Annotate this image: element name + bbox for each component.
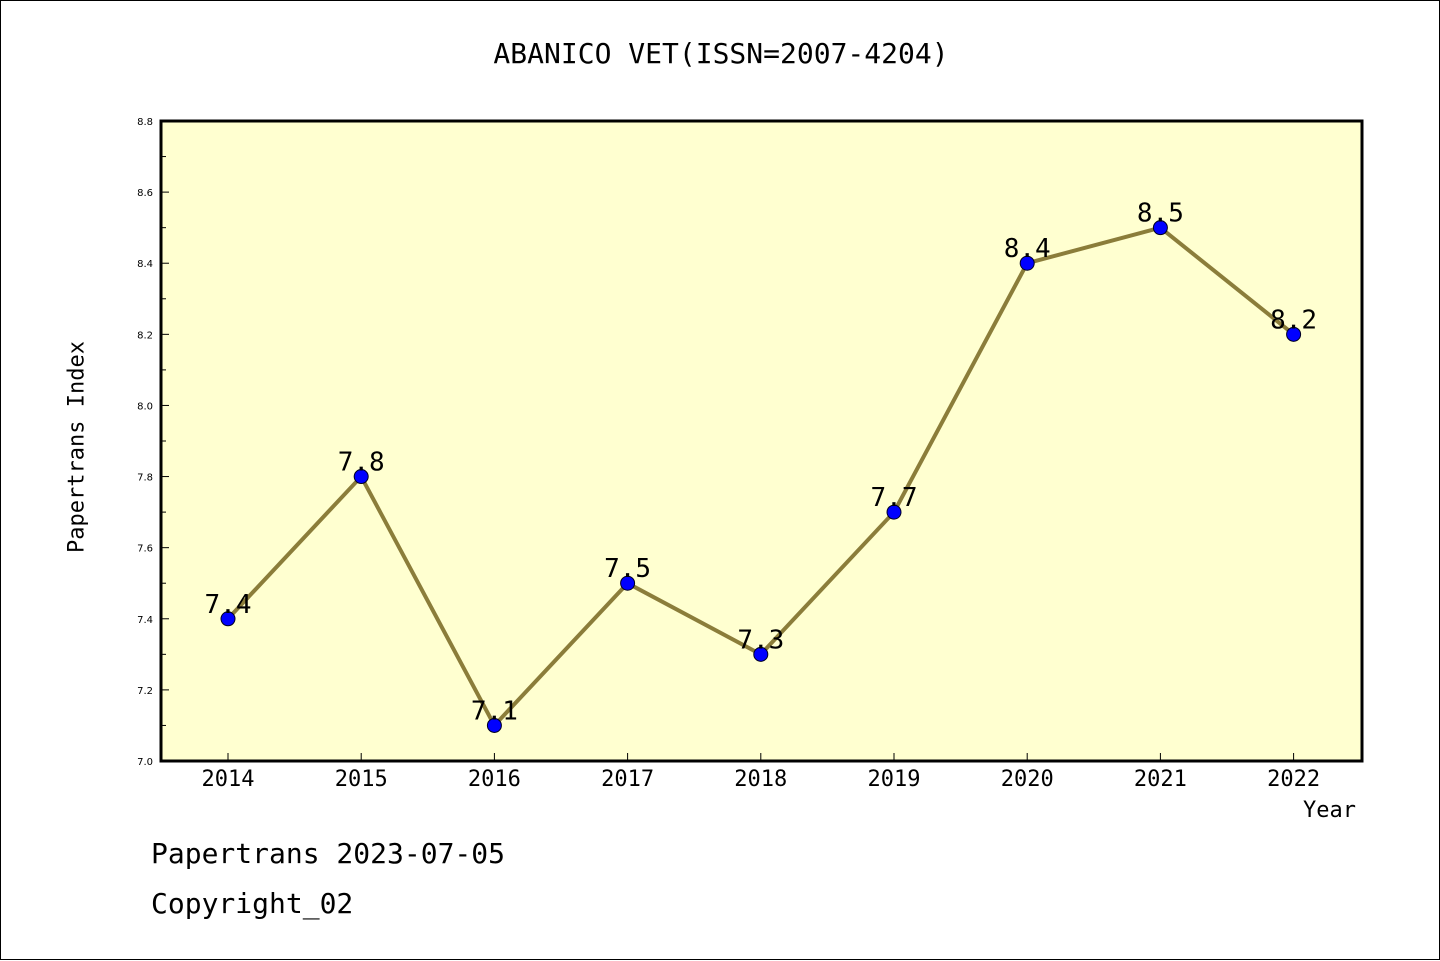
x-tick-label: 2017	[601, 767, 654, 792]
x-tick-label: 2019	[868, 767, 921, 792]
x-tick-label: 2022	[1267, 767, 1320, 792]
footer-copyright: Copyright_02	[151, 887, 354, 920]
data-point	[753, 646, 769, 662]
x-tick-label: 2021	[1134, 767, 1187, 792]
y-tick-label: 7.4	[137, 615, 153, 626]
y-tick-label: 8.6	[137, 188, 153, 199]
x-tick-label: 2018	[734, 767, 787, 792]
y-tick-label: 7.0	[137, 757, 153, 768]
y-tick-label: 8.4	[137, 259, 153, 270]
data-label: 8.2	[1270, 305, 1317, 335]
data-point	[220, 611, 236, 627]
data-point	[486, 717, 502, 733]
data-label: 7.5	[604, 554, 651, 584]
y-tick-label: 7.8	[137, 473, 153, 484]
data-label: 7.1	[471, 696, 518, 726]
x-tick-label: 2020	[1001, 767, 1054, 792]
data-label: 7.8	[338, 448, 385, 478]
y-tick-label: 8.0	[137, 401, 153, 412]
y-axis: 7.0 7.2 7.4 7.6 7.8 8.0 8.2 8.4 8.6 8.8	[137, 117, 169, 768]
y-tick-label: 8.2	[137, 330, 153, 341]
data-label: 7.7	[871, 483, 918, 513]
y-tick-label: 7.2	[137, 686, 153, 697]
y-tick-label: 8.8	[137, 117, 153, 128]
data-point	[353, 469, 369, 485]
data-point	[1286, 326, 1302, 342]
data-label: 7.3	[737, 625, 784, 655]
data-point	[620, 575, 636, 591]
data-point	[1152, 220, 1168, 236]
x-axis-label: Year	[1303, 798, 1356, 823]
data-point	[886, 504, 902, 520]
x-axis: 2014 2015 2016 2017 2018 2019 2020 2021 2022	[202, 753, 1320, 792]
y-tick-label: 7.6	[137, 544, 153, 555]
data-label: 8.5	[1137, 199, 1184, 229]
data-label: 7.4	[205, 590, 252, 620]
data-label: 8.4	[1004, 234, 1051, 264]
data-point	[1019, 255, 1035, 271]
footer-date: Papertrans 2023-07-05	[151, 837, 506, 870]
x-tick-label: 2016	[468, 767, 521, 792]
x-tick-label: 2015	[335, 767, 388, 792]
chart-title: ABANICO VET(ISSN=2007-4204)	[493, 37, 949, 70]
series-group: 7.4 7.8 7.1 7.5 7.3 7.7 8.4 8.5 8.2	[205, 199, 1317, 733]
x-tick-label: 2014	[202, 767, 255, 792]
